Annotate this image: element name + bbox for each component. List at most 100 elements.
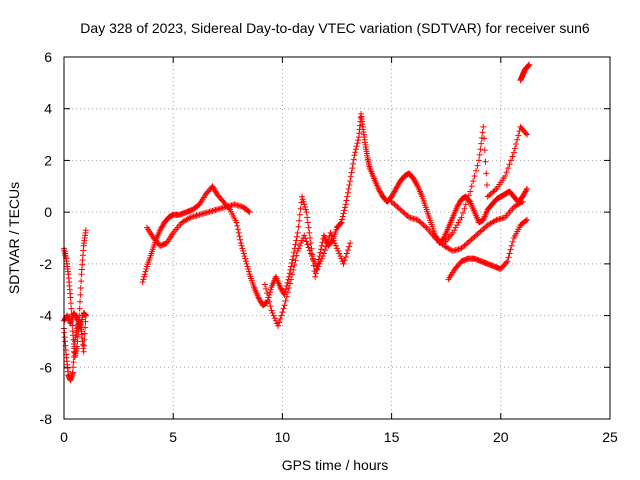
data-point bbox=[397, 206, 404, 213]
data-point bbox=[279, 309, 286, 316]
data-point bbox=[210, 185, 217, 192]
series-track-g bbox=[388, 198, 526, 254]
data-point bbox=[299, 193, 306, 200]
data-point bbox=[81, 342, 88, 349]
data-point bbox=[474, 231, 481, 238]
data-point bbox=[245, 266, 252, 273]
data-point bbox=[339, 216, 346, 223]
data-point bbox=[307, 250, 314, 257]
data-point bbox=[304, 219, 311, 226]
data-point bbox=[482, 158, 489, 165]
data-point bbox=[480, 123, 487, 130]
data-point bbox=[465, 192, 472, 199]
data-point bbox=[263, 285, 270, 292]
data-point bbox=[504, 258, 511, 265]
data-point bbox=[457, 216, 464, 223]
data-point bbox=[481, 224, 488, 231]
data-point bbox=[267, 286, 274, 293]
data-point bbox=[306, 229, 313, 236]
data-point bbox=[454, 203, 461, 210]
data-point bbox=[505, 165, 512, 172]
data-point bbox=[414, 216, 421, 223]
data-point bbox=[351, 152, 358, 159]
data-point bbox=[305, 224, 312, 231]
data-point bbox=[242, 255, 249, 262]
data-point bbox=[461, 242, 468, 249]
data-point bbox=[394, 183, 401, 190]
data-point bbox=[464, 240, 471, 247]
data-point bbox=[318, 242, 325, 249]
data-point bbox=[520, 192, 527, 199]
data-point bbox=[270, 312, 277, 319]
x-tick-label: 0 bbox=[60, 429, 68, 445]
y-tick-label: -6 bbox=[40, 359, 53, 375]
data-point bbox=[271, 315, 278, 322]
series-track-b bbox=[61, 312, 89, 384]
data-point bbox=[462, 241, 469, 248]
data-point bbox=[491, 217, 498, 224]
data-point bbox=[468, 236, 475, 243]
data-point bbox=[347, 240, 354, 247]
data-point bbox=[484, 193, 491, 200]
data-point bbox=[317, 246, 324, 253]
data-point bbox=[241, 253, 248, 260]
data-point bbox=[293, 237, 300, 244]
data-point bbox=[392, 202, 399, 209]
data-point bbox=[237, 240, 244, 247]
data-point bbox=[390, 200, 397, 207]
data-point bbox=[159, 223, 166, 230]
data-point bbox=[294, 229, 301, 236]
data-point bbox=[314, 266, 321, 273]
data-point bbox=[474, 162, 481, 169]
data-point bbox=[454, 202, 461, 209]
series-track-j bbox=[517, 61, 533, 84]
data-point bbox=[319, 253, 326, 260]
data-point bbox=[157, 227, 164, 234]
data-point bbox=[75, 317, 82, 324]
data-point bbox=[256, 295, 263, 302]
data-point bbox=[255, 294, 262, 301]
data-points bbox=[61, 61, 533, 384]
data-point bbox=[284, 289, 291, 296]
data-point bbox=[459, 210, 466, 217]
y-tick-label: 2 bbox=[44, 152, 52, 168]
data-point bbox=[331, 240, 338, 247]
data-point bbox=[141, 273, 148, 280]
data-point bbox=[283, 293, 290, 300]
data-point bbox=[378, 191, 385, 198]
data-point bbox=[256, 297, 263, 304]
data-point bbox=[515, 132, 522, 139]
data-point bbox=[245, 208, 252, 215]
data-point bbox=[289, 271, 296, 278]
data-point bbox=[329, 235, 336, 241]
data-point bbox=[395, 181, 402, 188]
data-point bbox=[337, 220, 344, 227]
data-point bbox=[288, 276, 295, 283]
data-point bbox=[346, 243, 353, 250]
data-point bbox=[433, 236, 440, 243]
data-point bbox=[524, 131, 531, 138]
data-point bbox=[509, 238, 516, 245]
data-point bbox=[70, 353, 77, 360]
series-track-h bbox=[445, 216, 531, 283]
data-point bbox=[476, 151, 483, 158]
data-point bbox=[293, 252, 300, 259]
data-point bbox=[339, 213, 346, 220]
data-point bbox=[471, 233, 478, 240]
data-point bbox=[342, 253, 349, 260]
data-point bbox=[327, 229, 334, 236]
data-point bbox=[411, 178, 418, 185]
data-point bbox=[234, 222, 241, 229]
data-point bbox=[82, 227, 89, 234]
data-point bbox=[325, 236, 332, 243]
data-point bbox=[76, 321, 83, 328]
data-point bbox=[139, 278, 146, 285]
data-point bbox=[347, 173, 354, 180]
data-point bbox=[278, 286, 285, 293]
data-point bbox=[348, 169, 355, 176]
data-point bbox=[269, 309, 276, 316]
data-point bbox=[239, 245, 246, 252]
data-point bbox=[467, 188, 474, 195]
data-point bbox=[71, 343, 78, 350]
